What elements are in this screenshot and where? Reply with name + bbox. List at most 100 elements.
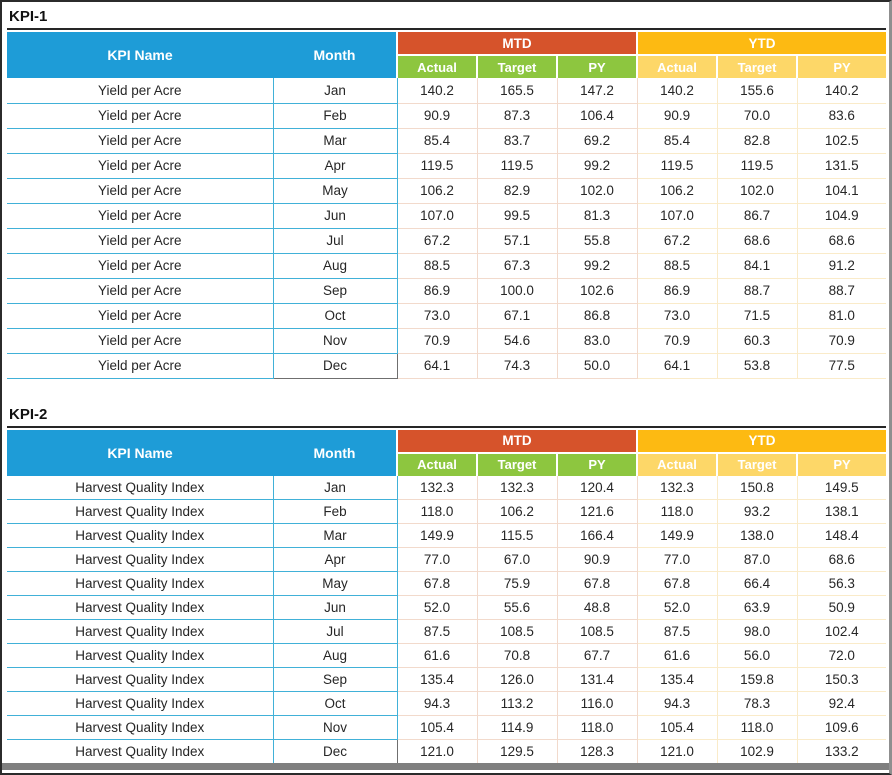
mtd-target-cell: 75.9 (477, 571, 558, 596)
mtd-actual-cell: 70.9 (397, 328, 478, 354)
ytd-py-cell: 133.2 (797, 739, 887, 764)
ytd-target-cell: 102.9 (717, 739, 798, 764)
mtd-py-cell: 102.6 (557, 278, 638, 304)
kpi-name-cell: Yield per Acre (7, 153, 274, 179)
mtd-target-cell: 87.3 (477, 103, 558, 129)
kpi-2-section: KPI-2 KPI Name Month MTD YTD Actual (7, 402, 887, 764)
mtd-target-cell: 55.6 (477, 595, 558, 620)
ytd-py-cell: 56.3 (797, 571, 887, 596)
table-row: Harvest Quality Index Aug 61.6 70.8 67.7 61.6… (7, 643, 887, 668)
ytd-py-cell: 92.4 (797, 691, 887, 716)
report-content: KPI-1 KPI Name Month MTD YTD Actual (2, 2, 889, 764)
ytd-py-cell: 138.1 (797, 499, 887, 524)
mtd-target-cell: 83.7 (477, 128, 558, 154)
mtd-py-cell: 67.7 (557, 643, 638, 668)
month-cell: Aug (273, 253, 398, 279)
ytd-actual-cell: 67.2 (637, 228, 718, 254)
ytd-py-cell: 140.2 (797, 78, 887, 104)
mtd-actual-cell: 67.8 (397, 571, 478, 596)
ytd-actual-cell: 140.2 (637, 78, 718, 104)
mtd-band-header: MTD (395, 429, 638, 453)
ytd-target-cell: 66.4 (717, 571, 798, 596)
month-cell: May (273, 571, 398, 596)
mtd-target-cell: 67.1 (477, 303, 558, 329)
table-row: Yield per Acre Aug 88.5 67.3 99.2 88.5 84.1 91.… (7, 253, 887, 279)
ytd-actual-cell: 107.0 (637, 203, 718, 229)
mtd-target-cell: 165.5 (477, 78, 558, 104)
month-cell: Nov (273, 328, 398, 354)
ytd-py-cell: 131.5 (797, 153, 887, 179)
mtd-target-cell: 115.5 (477, 523, 558, 548)
ytd-py-header: PY (796, 54, 887, 78)
table-row: Yield per Acre Dec 64.1 74.3 50.0 64.1 53.8 77.… (7, 353, 887, 379)
kpi-name-cell: Harvest Quality Index (7, 499, 274, 524)
ytd-actual-cell: 77.0 (637, 547, 718, 572)
table-row: Yield per Acre Jul 67.2 57.1 55.8 67.2 68.6 68.… (7, 228, 887, 254)
bottom-scrollbar[interactable] (2, 763, 889, 770)
kpi-name-cell: Yield per Acre (7, 278, 274, 304)
ytd-target-header: Target (716, 54, 798, 78)
month-cell: Mar (273, 128, 398, 154)
table-row: Harvest Quality Index Jan 132.3 132.3 120.4 1… (7, 475, 887, 500)
kpi-name-cell: Yield per Acre (7, 353, 274, 379)
table-row: Harvest Quality Index Dec 121.0 129.5 128.3 1… (7, 739, 887, 764)
mtd-py-cell: 50.0 (557, 353, 638, 379)
table-row: Harvest Quality Index May 67.8 75.9 67.8 67.8… (7, 571, 887, 596)
kpi-2-table: KPI Name Month MTD YTD Actual Target PY … (7, 429, 887, 764)
mtd-py-cell: 106.4 (557, 103, 638, 129)
mtd-actual-cell: 149.9 (397, 523, 478, 548)
kpi-1-table-body: Yield per Acre Jan 140.2 165.5 147.2 140.2 155… (7, 78, 887, 379)
ytd-actual-cell: 118.0 (637, 499, 718, 524)
table-row: Yield per Acre Oct 73.0 67.1 86.8 73.0 71.5 81.… (7, 303, 887, 329)
table-row: Harvest Quality Index Mar 149.9 115.5 166.4 1… (7, 523, 887, 548)
ytd-actual-cell: 70.9 (637, 328, 718, 354)
mtd-actual-cell: 87.5 (397, 619, 478, 644)
ytd-target-cell: 138.0 (717, 523, 798, 548)
mtd-py-cell: 116.0 (557, 691, 638, 716)
kpi-1-section: KPI-1 KPI Name Month MTD YTD Actual (7, 4, 887, 379)
ytd-actual-cell: 88.5 (637, 253, 718, 279)
ytd-py-cell: 83.6 (797, 103, 887, 129)
ytd-actual-cell: 121.0 (637, 739, 718, 764)
mtd-py-cell: 99.2 (557, 153, 638, 179)
table-row: Harvest Quality Index Nov 105.4 114.9 118.0 1… (7, 715, 887, 740)
kpi-name-cell: Harvest Quality Index (7, 715, 274, 740)
mtd-target-cell: 67.3 (477, 253, 558, 279)
month-cell: Feb (273, 499, 398, 524)
mtd-target-header: Target (476, 54, 557, 78)
table-row: Yield per Acre Sep 86.9 100.0 102.6 86.9 88.7 8… (7, 278, 887, 304)
kpi-name-cell: Yield per Acre (7, 128, 274, 154)
kpi-name-column-header: KPI Name (7, 32, 273, 78)
mtd-actual-cell: 64.1 (397, 353, 478, 379)
ytd-py-cell: 50.9 (797, 595, 887, 620)
kpi-name-cell: Harvest Quality Index (7, 667, 274, 692)
ytd-target-header: Target (716, 451, 798, 476)
month-cell: Oct (273, 691, 398, 716)
kpi-name-cell: Yield per Acre (7, 203, 274, 229)
ytd-target-cell: 53.8 (717, 353, 798, 379)
ytd-py-cell: 102.5 (797, 128, 887, 154)
month-column-header: Month (273, 429, 397, 476)
mtd-target-cell: 70.8 (477, 643, 558, 668)
mtd-actual-header: Actual (396, 451, 477, 476)
mtd-py-cell: 102.0 (557, 178, 638, 204)
ytd-target-cell: 119.5 (717, 153, 798, 179)
mtd-actual-cell: 105.4 (397, 715, 478, 740)
month-cell: Dec (272, 353, 398, 379)
kpi-name-cell: Yield per Acre (7, 103, 274, 129)
kpi-2-table-body: Harvest Quality Index Jan 132.3 132.3 120.4 1… (7, 475, 887, 764)
mtd-py-cell: 55.8 (557, 228, 638, 254)
month-cell: Jan (273, 475, 398, 500)
ytd-target-cell: 82.8 (717, 128, 798, 154)
kpi-name-cell: Harvest Quality Index (7, 475, 274, 500)
mtd-py-header: PY (555, 54, 638, 78)
table-row: Yield per Acre May 106.2 82.9 102.0 106.2 102.… (7, 178, 887, 204)
mtd-py-cell: 120.4 (557, 475, 638, 500)
mtd-target-cell: 67.0 (477, 547, 558, 572)
mtd-target-cell: 57.1 (477, 228, 558, 254)
ytd-target-cell: 71.5 (717, 303, 798, 329)
mtd-py-cell: 128.3 (557, 739, 638, 764)
mtd-target-cell: 74.3 (477, 353, 558, 379)
month-cell: Jun (273, 595, 398, 620)
ytd-actual-cell: 135.4 (637, 667, 718, 692)
